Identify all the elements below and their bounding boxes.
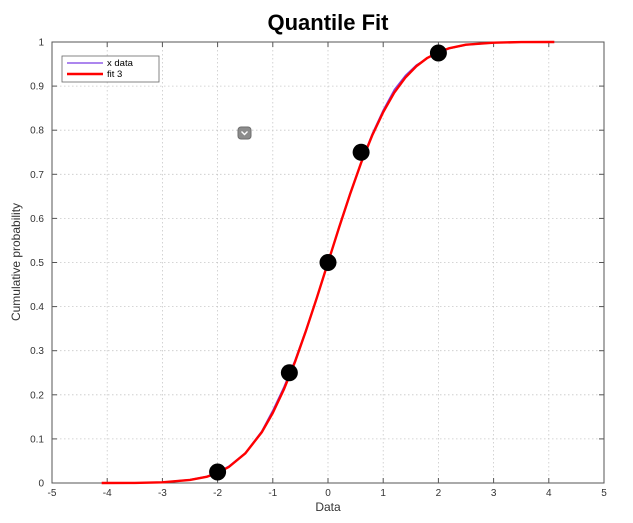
y-tick-label: 0.2	[30, 390, 44, 401]
y-tick-label: 0.4	[30, 302, 44, 313]
chart-title: Quantile Fit	[268, 10, 390, 35]
x-tick-label: 2	[436, 488, 442, 499]
y-tick-label: 0.5	[30, 258, 44, 269]
legend: x data fit 3	[61, 55, 160, 83]
legend-label-fit-3: fit 3	[107, 69, 122, 80]
legend-label-x-data: x data	[107, 58, 134, 69]
x-tick-label: -5	[48, 488, 57, 499]
y-tick-label: 0.3	[30, 346, 44, 357]
y-tick-label: 0.9	[30, 82, 44, 93]
x-tick-label: -1	[268, 488, 277, 499]
y-tick-label: 0.8	[30, 126, 44, 137]
quantile-point	[280, 364, 298, 382]
quantile-point	[319, 254, 337, 271]
quantile-point	[209, 463, 227, 481]
x-tick-label: 4	[546, 488, 552, 499]
x-axis-label: Data	[315, 500, 341, 514]
x-tick-label: 1	[380, 488, 386, 499]
y-tick-label: 0.7	[30, 170, 44, 181]
x-tick-label: -2	[213, 488, 222, 499]
x-tick-label: 0	[325, 488, 331, 499]
y-tick-label: 1	[38, 38, 44, 49]
axis-ticks: -5 -4 -3 -2 -1 0 1 2 3 4 5 0 0.1 0.2 0.3 0.4 0.5 0.6 0.7 0.…	[30, 38, 607, 500]
quantile-point	[352, 143, 370, 161]
y-tick-label: 0.1	[30, 434, 44, 445]
x-tick-label: 3	[491, 488, 497, 499]
quantile-point	[429, 44, 447, 62]
y-tick-label: 0	[38, 479, 44, 490]
x-tick-label: 5	[601, 488, 607, 499]
plot-menu-button[interactable]	[237, 126, 252, 140]
grid	[52, 42, 604, 483]
x-tick-label: -3	[158, 488, 167, 499]
chevron-down-icon	[241, 131, 248, 136]
y-tick-label: 0.6	[30, 214, 44, 225]
quantile-points	[209, 44, 447, 481]
x-tick-label: -4	[103, 488, 112, 499]
y-axis-label: Cumulative probability	[9, 203, 23, 321]
